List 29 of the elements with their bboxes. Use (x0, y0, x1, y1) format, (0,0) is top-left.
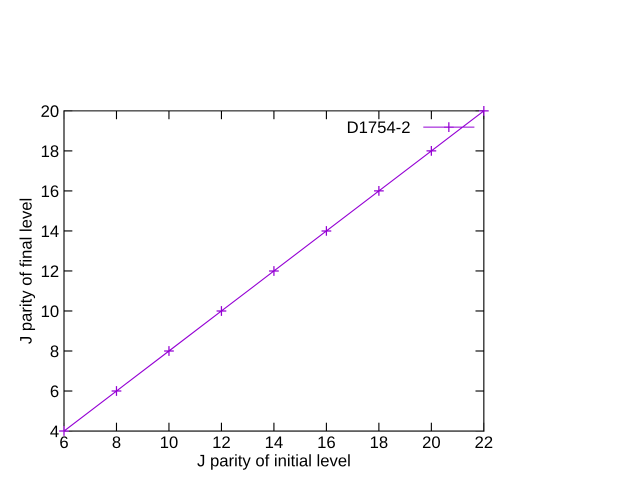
x-tick-label: 14 (266, 436, 283, 448)
y-tick-label: 20 (41, 105, 58, 118)
y-axis-title: J parity of final level (20, 198, 36, 344)
x-tick-label: 20 (422, 436, 440, 448)
y-tick-label: 4 (50, 426, 59, 438)
y-tick-label: 14 (42, 226, 59, 237)
point (216, 305, 227, 316)
x-tick-label: 22 (475, 436, 492, 448)
y-tick-label: 18 (42, 145, 58, 158)
y-tick-label: 12 (42, 265, 58, 277)
y-tick-label: 8 (50, 345, 58, 358)
x-tick-label: 16 (318, 436, 335, 448)
x-axis-title: J parity of initial level (197, 454, 350, 470)
x-tick-label: 6 (60, 436, 68, 448)
x-tick-label: 12 (213, 436, 230, 448)
x-tick-label: 18 (370, 436, 388, 448)
point (426, 145, 437, 156)
y-tick-label: 10 (42, 305, 58, 318)
point (320, 225, 332, 236)
x-tick-label: 10 (160, 436, 178, 448)
y-tick-label: 16 (42, 185, 58, 198)
legend-label: D1754-2 (348, 121, 410, 134)
point (373, 185, 384, 196)
point (268, 265, 280, 276)
point (478, 105, 490, 116)
x-tick-label: 8 (112, 436, 120, 448)
y-tick-label: 6 (50, 385, 58, 398)
point (163, 346, 174, 356)
point (110, 386, 122, 397)
